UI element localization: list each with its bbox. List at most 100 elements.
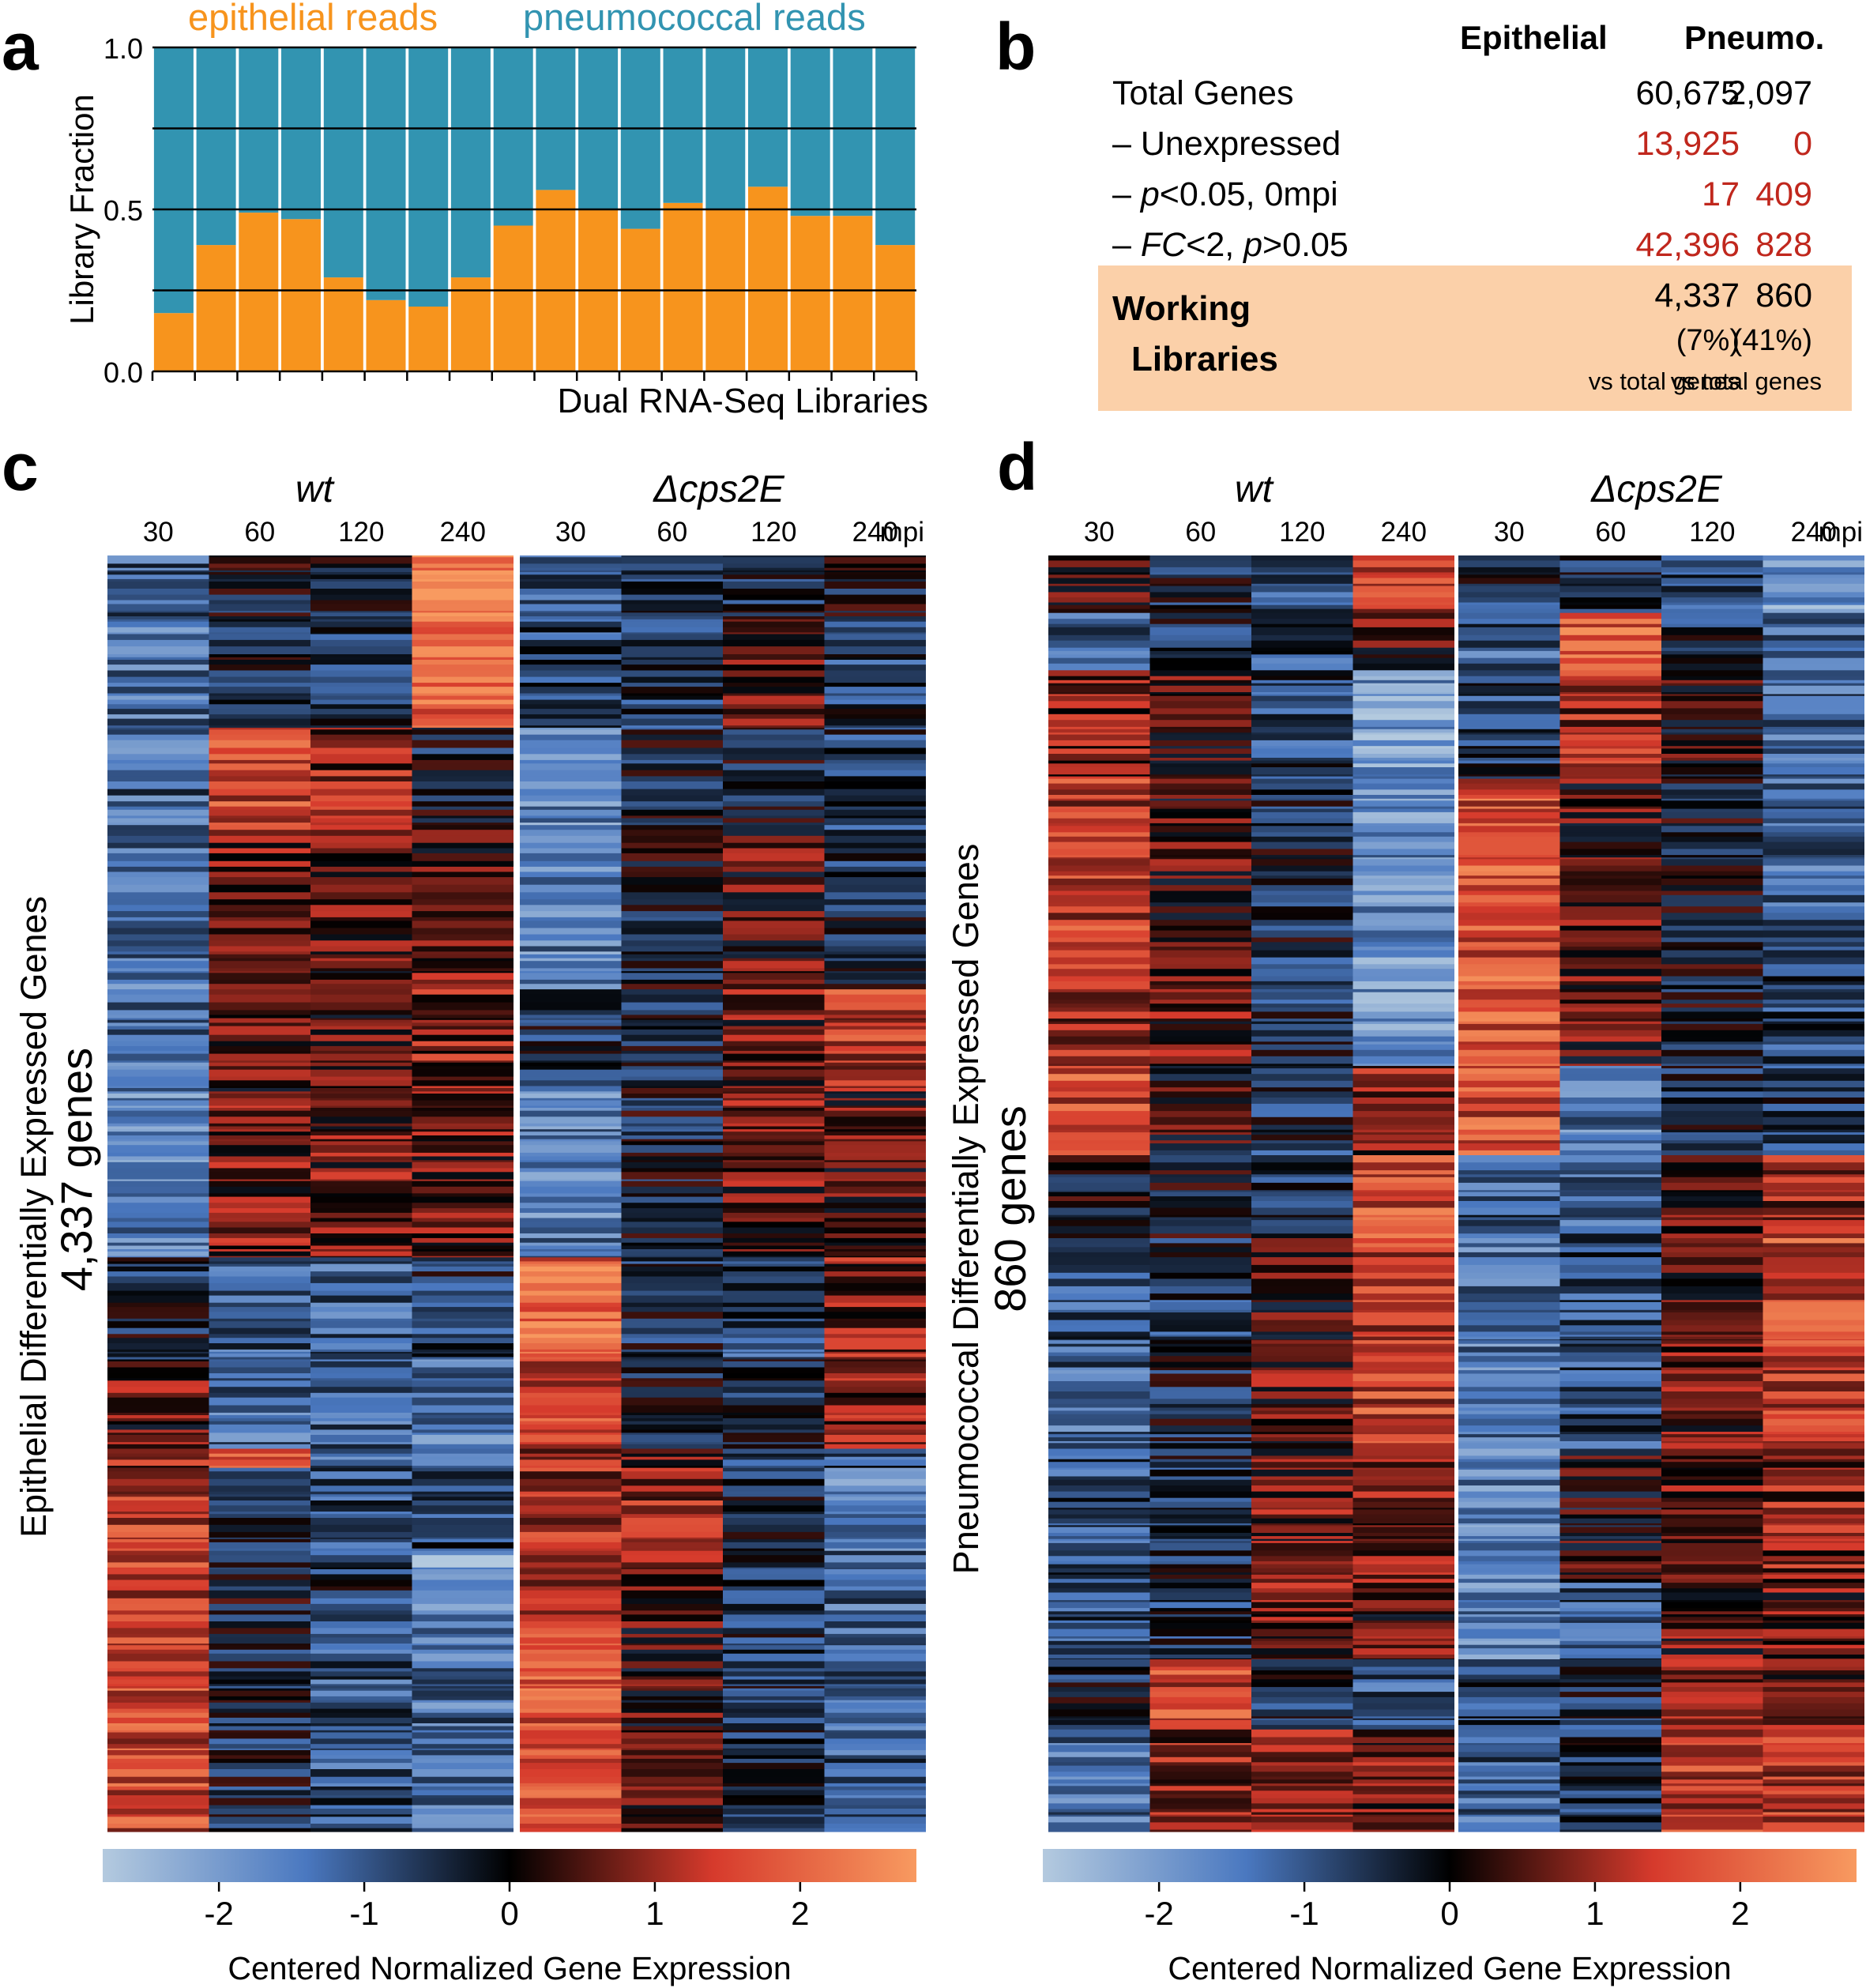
heatmap-cell — [1352, 1335, 1454, 1338]
heatmap-cell — [1149, 1670, 1251, 1676]
heatmap-cell — [310, 971, 412, 973]
heatmap-cell — [1352, 1611, 1454, 1615]
heatmap-cell — [1251, 942, 1353, 947]
heatmap-cell — [1763, 1091, 1864, 1098]
heatmap-cell — [1048, 1638, 1150, 1642]
heatmap-cell — [209, 718, 310, 726]
heatmap-cell — [1559, 634, 1661, 642]
heatmap-cell — [209, 848, 310, 854]
heatmap-cell — [1458, 608, 1560, 614]
heatmap-cell — [1048, 842, 1150, 849]
heatmap-cell — [1763, 1737, 1864, 1744]
heatmap-cell — [1661, 1790, 1763, 1795]
heatmap-cell — [1048, 1278, 1150, 1287]
heatmap-cell — [209, 1086, 310, 1089]
heatmap-cell — [1048, 1469, 1150, 1478]
bar-epithelial — [366, 299, 406, 371]
heatmap-cell — [1559, 1556, 1661, 1562]
heatmap-cell — [520, 1152, 622, 1158]
heatmap-cell — [1352, 1533, 1454, 1537]
heatmap-cell — [723, 1500, 825, 1506]
heatmap-cell — [1251, 783, 1353, 790]
heatmap-cell — [1458, 1564, 1560, 1569]
heatmap-cell — [1149, 647, 1251, 652]
heatmap-cell — [1251, 1703, 1353, 1711]
heatmap-cell — [723, 1723, 825, 1727]
unit-label: mpi — [880, 517, 924, 548]
heatmap-cell — [1149, 627, 1251, 636]
heatmap-cell — [723, 872, 825, 878]
heatmap-cell — [310, 1712, 412, 1719]
heatmap-cell — [723, 729, 825, 736]
heatmap-cell — [1559, 1718, 1661, 1721]
heatmap-cell — [412, 1357, 514, 1360]
heatmap-cell — [1149, 1437, 1251, 1442]
heatmap-cell — [1048, 1448, 1150, 1456]
heatmap-cell — [1559, 1238, 1661, 1244]
heatmap-cell — [520, 1702, 622, 1710]
heatmap-cell — [1763, 767, 1864, 775]
heatmap-cell — [824, 1567, 926, 1570]
heatmap-cell — [1458, 604, 1560, 610]
heatmap-cell — [1251, 1448, 1353, 1456]
heatmap-cell — [310, 1758, 412, 1764]
heatmap-cell — [209, 1242, 310, 1247]
heatmap-cell — [107, 1172, 209, 1180]
heatmap-cell — [1048, 1074, 1150, 1082]
heatmap-cell — [1149, 783, 1251, 790]
heatmap-cell — [824, 1688, 926, 1692]
heatmap-cell — [1048, 1509, 1150, 1515]
heatmap-cell — [107, 928, 209, 936]
heatmap-cell — [107, 1787, 209, 1791]
heatmap-cell — [107, 1295, 209, 1304]
heatmap-cell — [824, 1471, 926, 1480]
heatmap-cell — [107, 1050, 209, 1055]
heatmap-cell — [1352, 1293, 1454, 1301]
heatmap-cell — [1458, 676, 1560, 681]
heatmap-cell — [1458, 1602, 1560, 1609]
heatmap-cell — [824, 1637, 926, 1644]
heatmap-cell — [310, 899, 412, 906]
heatmap-cell — [1661, 1542, 1763, 1551]
heatmap-cell — [723, 1732, 825, 1739]
heatmap-cell — [824, 835, 926, 844]
heatmap-cell — [1251, 1356, 1353, 1363]
heatmap-cell — [1048, 1525, 1150, 1528]
heatmap-cell — [1251, 1638, 1353, 1642]
colorbar-label: Centered Normalized Gene Expression — [1168, 1950, 1731, 1986]
heatmap-cell — [1251, 1783, 1353, 1787]
heatmap-cell — [824, 1444, 926, 1450]
heatmap-cell — [1251, 1674, 1353, 1680]
heatmap-cell — [1661, 976, 1763, 982]
heatmap-cell — [1048, 1361, 1150, 1369]
heatmap-cell — [621, 734, 723, 741]
heatmap-cell — [1661, 776, 1763, 780]
heatmap-cell — [310, 1748, 412, 1751]
heatmap-cell — [1149, 1443, 1251, 1450]
heatmap-cell — [520, 665, 622, 672]
heatmap-cell — [621, 729, 723, 736]
heatmap-cell — [621, 971, 723, 973]
heatmap-cell — [1251, 976, 1353, 982]
heatmap-cell — [209, 639, 310, 647]
heatmap-cell — [1149, 1648, 1251, 1655]
heatmap-cell — [621, 1076, 723, 1081]
heatmap-cell — [1149, 1272, 1251, 1279]
heatmap-cell — [723, 589, 825, 596]
heatmap-cell — [1458, 694, 1560, 697]
heatmap-cell — [1149, 1312, 1251, 1321]
heatmap-cell — [1661, 1640, 1763, 1646]
heatmap-cell — [520, 1126, 622, 1130]
heatmap-cell — [723, 971, 825, 973]
heatmap-cell — [1251, 1264, 1353, 1274]
heatmap-cell — [1559, 623, 1661, 628]
heatmap-cell — [1661, 1455, 1763, 1460]
group-label-mutant-d: Δcps2E — [1590, 469, 1723, 510]
heatmap-cell — [1661, 774, 1763, 778]
heatmap-cell — [1458, 1491, 1560, 1499]
heatmap-cell — [1661, 1501, 1763, 1508]
heatmap-cell — [1149, 583, 1251, 587]
heatmap-cell — [412, 1598, 514, 1605]
heatmap-cell — [1458, 1367, 1560, 1371]
heatmap-cell — [1661, 1011, 1763, 1019]
